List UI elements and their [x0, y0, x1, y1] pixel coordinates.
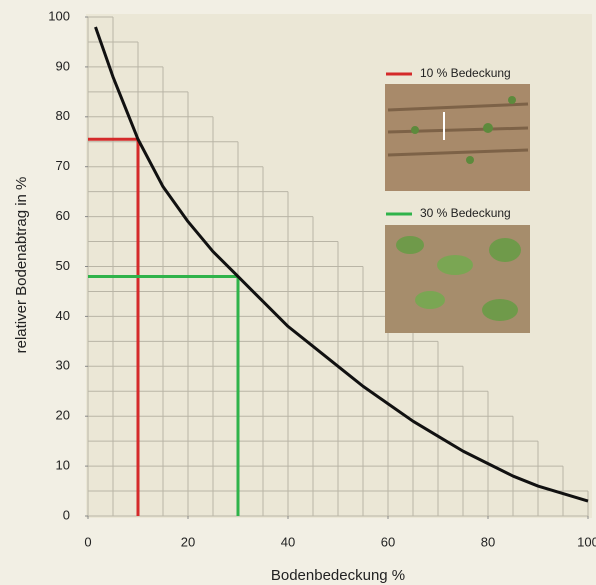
x-tick-label: 40	[281, 534, 295, 549]
y-tick-label: 60	[56, 208, 70, 223]
photo-plant	[489, 238, 521, 262]
legend-text: 30 % Bedeckung	[420, 206, 511, 220]
photo-plant	[396, 236, 424, 254]
line	[94, 26, 589, 503]
y-tick-label: 10	[56, 458, 70, 473]
y-axis-title: relativer Bodenabtrag in %	[13, 177, 30, 354]
photo	[385, 84, 530, 191]
photo-plant	[482, 299, 518, 321]
y-tick-label: 100	[48, 8, 70, 23]
y-tick-label: 70	[56, 158, 70, 173]
x-tick-label: 60	[381, 534, 395, 549]
x-tick-label: 20	[181, 534, 195, 549]
y-tick-label: 80	[56, 108, 70, 123]
photo-plant	[437, 255, 473, 275]
y-tick-label: 0	[63, 507, 70, 522]
x-axis-title: Bodenbedeckung %	[271, 567, 405, 584]
photo-row	[387, 102, 529, 112]
photo-plant	[483, 123, 493, 133]
y-tick-label: 50	[56, 258, 70, 273]
photo-plant	[508, 96, 516, 104]
y-tick-label: 30	[56, 358, 70, 373]
x-tick-label: 100	[577, 534, 596, 549]
photo-10	[385, 84, 530, 191]
photo-plant	[415, 291, 445, 309]
y-tick-label: 20	[56, 408, 70, 423]
photo-30	[385, 225, 530, 333]
legend-text: 10 % Bedeckung	[420, 66, 511, 80]
y-tick-label: 90	[56, 58, 70, 73]
photo-plant	[466, 156, 474, 164]
x-tick-label: 80	[481, 534, 495, 549]
photo-row	[387, 148, 529, 157]
x-tick-label: 0	[84, 534, 91, 549]
photo-plant	[411, 126, 419, 134]
staircase-grid	[87, 16, 589, 517]
y-tick-label: 40	[56, 308, 70, 323]
